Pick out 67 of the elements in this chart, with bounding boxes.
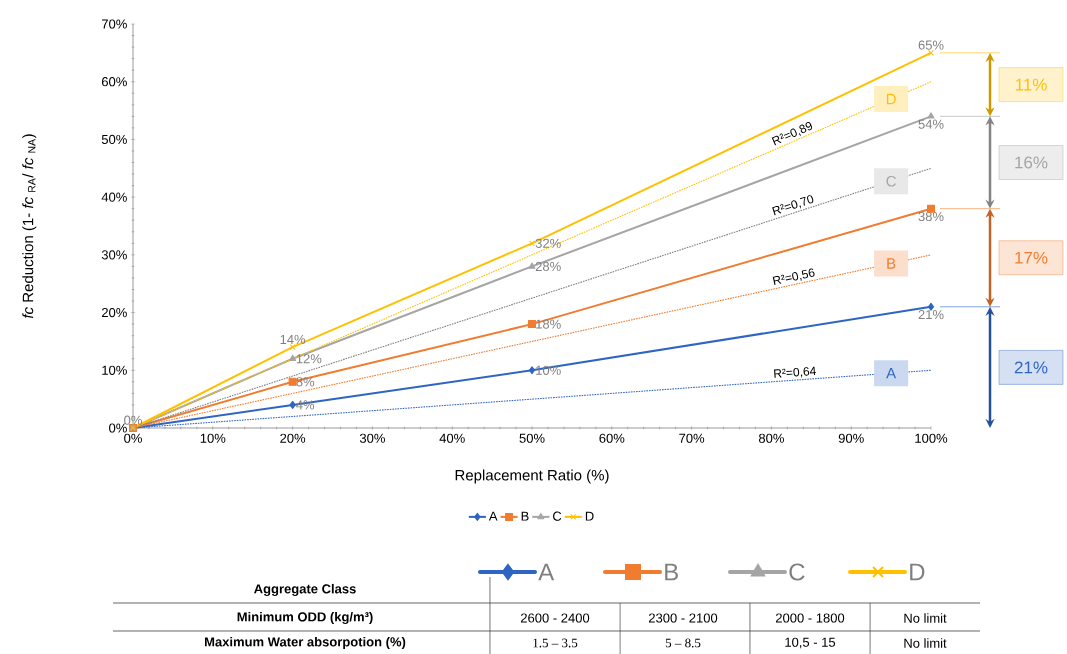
y-tick-label: 70% [101,19,127,29]
text: C [789,563,805,581]
x-tick-label: 100% [915,433,948,443]
text: A [538,563,555,581]
x-tick-label: 20% [280,433,306,443]
y-axis-title: fc Reduction (1- fc $_{RA}$/ fc $_{NA}$) [22,134,37,319]
legend-label: A [488,511,498,521]
text: 2300 - 2100 [648,613,718,623]
x-tick-label: 90% [838,433,864,443]
x-tick-label: 0% [124,433,142,443]
text: 17% [1015,251,1048,264]
data-label: 14% [280,334,306,344]
legend-label: B [521,511,529,521]
y-tick-label: 0% [109,423,127,433]
text: 2600 - 2400 [520,613,590,623]
text: No limit [904,638,947,648]
point [528,366,536,375]
text: Minimum ODD (kg/m³) [237,611,373,625]
data-label: 21% [918,310,944,320]
text: No limit [904,613,947,623]
annotation: D [886,93,896,105]
legend-label: D [585,511,594,521]
text: Aggregate Class [254,583,356,597]
point [927,112,935,119]
text: 1.5 – 3.5 [533,638,578,648]
y-tick-label: 30% [101,250,127,260]
text: B [665,563,678,581]
x-tick-label: 40% [439,433,465,443]
text: 21% [1014,361,1048,374]
text: D [910,563,925,581]
x-tick-label: 60% [599,433,625,443]
x-tick-label: 50% [519,433,545,443]
point [529,240,535,247]
y-tick-label: 40% [101,192,127,202]
point [289,354,297,361]
x-tick-label: 70% [679,433,705,443]
y-tick-label: 60% [101,77,127,87]
annotation: R²=0,64 [774,366,817,378]
data-label: 54% [918,119,944,129]
annotation: R²=0,56 [772,268,815,285]
data-label: 28% [535,261,561,271]
y-tick-label: 20% [101,307,127,318]
point [289,344,296,351]
text: 5 – 8.5 [665,638,701,648]
text: 2000 - 1800 [775,613,845,623]
x-tick-label: 80% [758,433,784,443]
annotation: R²=0,70 [772,195,814,216]
data-label: 12% [296,354,322,364]
data-label: 18% [536,319,561,329]
data-label: 0% [124,415,142,425]
text: 10,5 - 15 [785,637,836,649]
text: 11% [1015,78,1047,91]
y-tick-label: 10% [102,365,127,375]
y-tick-label: 50% [101,134,127,145]
text: 16% [1015,156,1048,169]
x-tick-label: 30% [359,433,385,443]
point [528,262,536,269]
data-label: 38% [918,211,944,222]
x-axis-title: Replacement Ratio (%) [455,469,609,484]
legend-label: C [553,511,562,521]
annotation: C [886,175,896,187]
annotation: A [886,368,897,379]
annotation: B [887,258,896,269]
data-label: 65% [918,40,944,50]
text: Maximum Water absorpotion (%) [204,636,406,650]
point [289,400,296,409]
x-tick-label: 10% [200,433,226,443]
